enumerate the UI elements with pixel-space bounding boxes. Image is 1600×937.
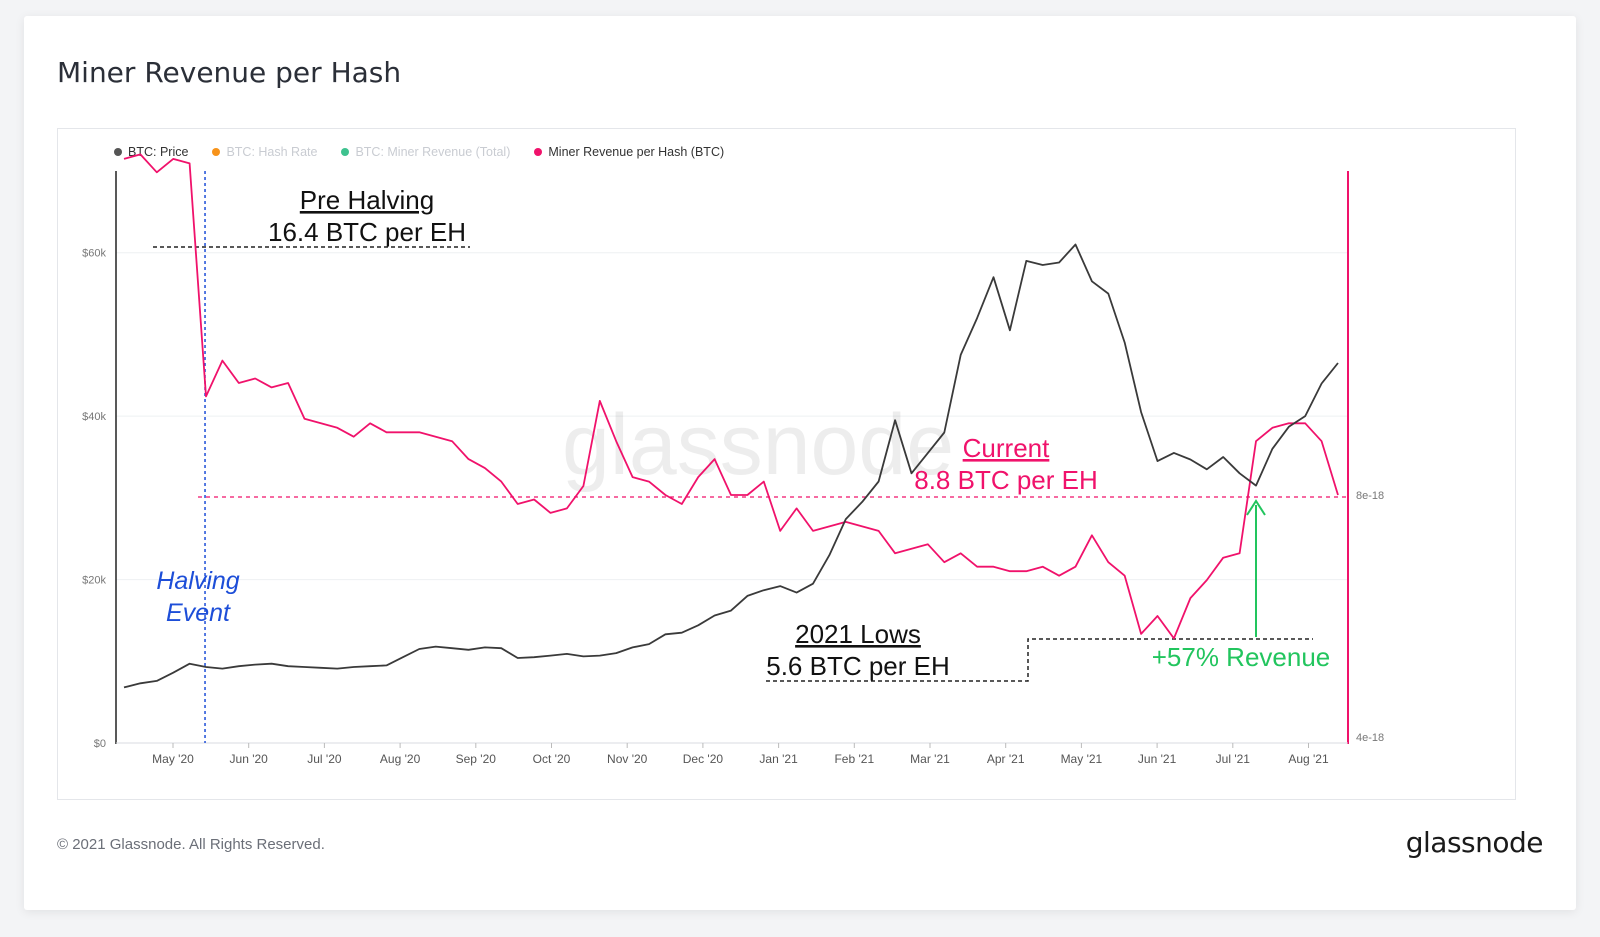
lows-title: 2021 Lows [795, 619, 921, 649]
legend-item-0[interactable]: BTC: Price [114, 145, 188, 159]
legend-item-1[interactable]: BTC: Hash Rate [212, 145, 317, 159]
x-tick-label: Aug '20 [380, 752, 421, 766]
increase-arrow-head-icon [1246, 499, 1266, 516]
increase-label: +57% Revenue [1152, 642, 1331, 672]
x-tick-label: Nov '20 [607, 752, 648, 766]
legend-dot-icon [341, 148, 350, 156]
x-tick-label: Jul '21 [1216, 752, 1251, 766]
series-lines [123, 153, 1339, 689]
chart-card: Miner Revenue per Hash BTC: Price BTC: Ha… [24, 16, 1576, 910]
copyright-text: © 2021 Glassnode. All Rights Reserved. [57, 836, 325, 853]
page-title: Miner Revenue per Hash [57, 56, 402, 89]
chart-panel: BTC: Price BTC: Hash Rate BTC: Miner Reven… [57, 128, 1516, 800]
y-right-tick-label: 4e-18 [1356, 732, 1384, 744]
legend-dot-icon [212, 148, 221, 156]
pre-halving-title: Pre Halving [300, 185, 434, 215]
y-left-tick-label: $0 [94, 738, 106, 750]
x-tick-label: May '20 [152, 752, 194, 766]
axes: $0 $20k $40k $60k 4e-18 8e-18 May '20 Jun '20 Ju… [82, 171, 1384, 766]
legend-item-3[interactable]: Miner Revenue per Hash (BTC) [534, 145, 724, 159]
x-tick-label: Dec '20 [683, 752, 724, 766]
x-tick-label: Oct '20 [533, 752, 571, 766]
price-series-line [123, 243, 1339, 689]
lows-line [766, 638, 1313, 682]
legend-label: BTC: Hash Rate [226, 145, 318, 159]
y-left-tick-label: $60k [82, 248, 106, 260]
y-left-tick-label: $20k [82, 575, 106, 587]
halving-label-line2: Event [166, 599, 231, 627]
chart-legend: BTC: Price BTC: Hash Rate BTC: Miner Reven… [114, 145, 724, 159]
x-tick-label: Jan '21 [759, 752, 798, 766]
revenue-series-line [123, 153, 1339, 640]
current-title: Current [963, 433, 1050, 463]
pre-halving-value: 16.4 BTC per EH [268, 217, 466, 247]
halving-label-line1: Halving [156, 567, 239, 595]
legend-item-2[interactable]: BTC: Miner Revenue (Total) [341, 145, 510, 159]
y-left-tick-label: $40k [82, 411, 106, 423]
x-tick-label: Aug '21 [1288, 752, 1329, 766]
x-tick-label: May '21 [1061, 752, 1103, 766]
legend-dot-icon [114, 148, 122, 156]
y-right-tick-label: 8e-18 [1356, 490, 1384, 502]
x-tick-label: Jun '21 [1138, 752, 1177, 766]
reference-lines [153, 171, 1348, 743]
current-value: 8.8 BTC per EH [914, 465, 1098, 495]
x-tick-label: Jun '20 [230, 752, 269, 766]
x-tick-label: Feb '21 [834, 752, 874, 766]
x-tick-label: Apr '21 [987, 752, 1025, 766]
legend-dot-icon [534, 148, 543, 156]
lows-value: 5.6 BTC per EH [766, 651, 950, 681]
x-tick-label: Jul '20 [307, 752, 342, 766]
x-tick-label: Mar '21 [910, 752, 950, 766]
legend-label: Miner Revenue per Hash (BTC) [548, 145, 725, 159]
watermark-text: glassnode [562, 397, 954, 493]
x-tick-label: Sep '20 [456, 752, 497, 766]
legend-label: BTC: Miner Revenue (Total) [355, 145, 511, 159]
brand-logo[interactable]: glassnode [1405, 826, 1544, 859]
legend-label: BTC: Price [128, 145, 189, 159]
price-revenue-chart: glassnode $0 $20k $40k $60k 4e-18 8e-18 May '2… [82, 153, 1384, 766]
